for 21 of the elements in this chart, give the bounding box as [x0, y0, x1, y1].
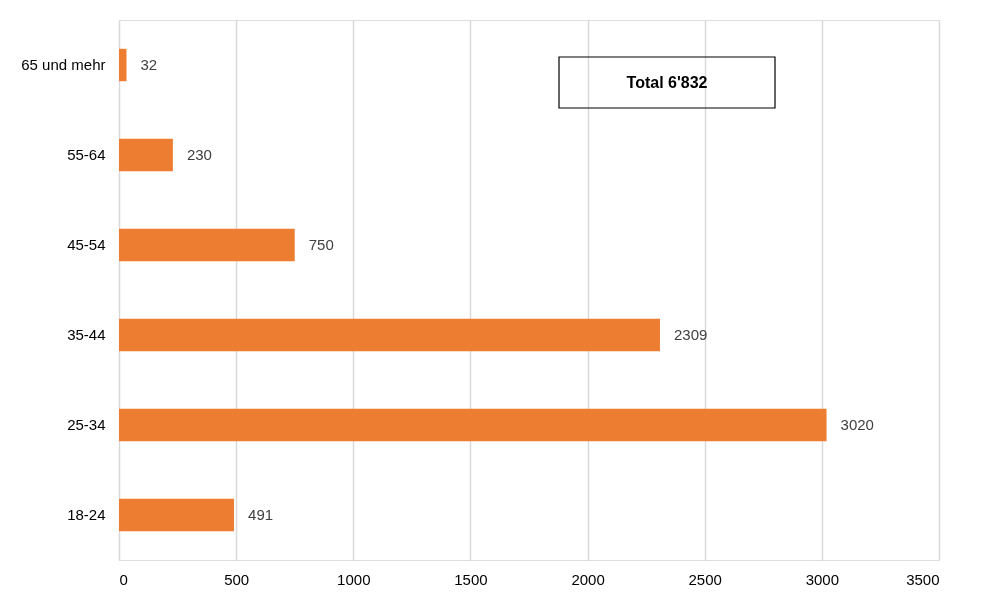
annotation: Total 6'832 [626, 73, 708, 91]
y-tick-label: 55-64 [67, 146, 106, 163]
x-tick-label: 1000 [337, 570, 371, 588]
x-tick-label: 2500 [688, 570, 722, 588]
data-label: 750 [308, 236, 334, 253]
data-label: 491 [248, 506, 274, 523]
y-tick-label: 65 und mehr [21, 56, 106, 73]
x-tick-label: 3500 [906, 570, 940, 588]
x-tick-label: 0 [119, 570, 128, 588]
y-tick-label: 35-44 [67, 326, 106, 343]
x-tick-label: 500 [224, 570, 250, 588]
data-label: 2309 [673, 326, 708, 343]
data-label: 230 [186, 146, 212, 163]
y-tick-label: 45-54 [67, 236, 106, 253]
data-label: 3020 [840, 416, 874, 433]
y-tick-label: 18-24 [67, 506, 106, 523]
data-label: 32 [140, 56, 158, 73]
y-tick-label: 25-34 [67, 416, 106, 433]
x-tick-label: 2000 [571, 570, 605, 588]
x-tick-label: 1500 [454, 570, 488, 588]
x-tick-label: 3000 [805, 570, 840, 588]
